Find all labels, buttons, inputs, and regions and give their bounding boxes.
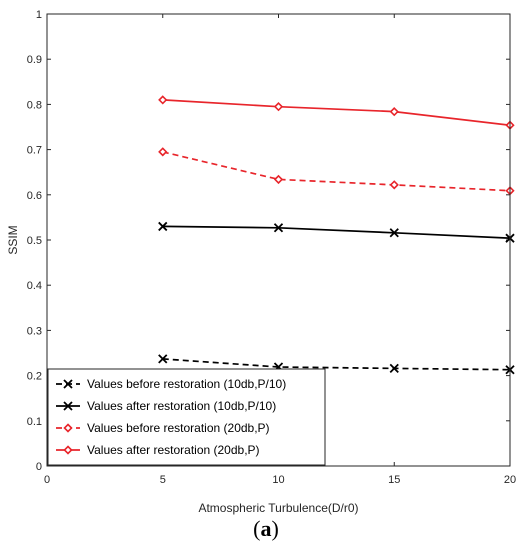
legend: Values before restoration (10db,P/10) Val…	[47, 368, 326, 466]
data-point-series-2	[158, 221, 168, 232]
legend-label-1: Values before restoration (10db,P/10)	[87, 377, 286, 391]
data-point-series-1	[389, 363, 399, 374]
data-point-series-4	[389, 107, 399, 117]
y-tick-label: 0.3	[27, 325, 42, 337]
x-tick-label: 20	[504, 474, 516, 486]
data-point-series-3	[158, 147, 168, 157]
y-tick-label: 1	[36, 9, 42, 21]
legend-items: Values before restoration (10db,P/10) Val…	[56, 377, 286, 457]
x-tick-label: 15	[388, 474, 400, 486]
caption-letter: a	[261, 516, 272, 541]
y-tick-label: 0.8	[27, 99, 42, 111]
caption-close-paren: )	[272, 516, 279, 541]
legend-label-3: Values before restoration (20db,P)	[87, 421, 270, 435]
legend-label-2: Values after restoration (10db,P/10)	[87, 399, 276, 413]
y-tick-label: 0	[36, 461, 42, 473]
data-point-series-2	[389, 228, 399, 238]
legend-label-4: Values after restoration (20db,P)	[87, 443, 260, 457]
series-line-3	[162, 151, 511, 192]
y-tick-label: 0.1	[27, 416, 42, 428]
y-tick-label: 0.2	[27, 371, 42, 383]
y-tick-label: 0.9	[27, 54, 42, 66]
y-tick-label: 0.4	[27, 280, 42, 292]
series-markers	[158, 95, 515, 375]
y-tick-label: 0.6	[27, 190, 42, 202]
data-point-series-4	[273, 102, 284, 112]
series-line-1	[162, 358, 511, 371]
caption-open-paren: (	[253, 516, 260, 541]
data-point-series-3	[273, 174, 284, 185]
legend-marker-2	[63, 401, 73, 411]
figure-caption: (a)	[253, 516, 279, 541]
series-line-4	[162, 99, 511, 127]
legend-marker-4	[63, 445, 73, 455]
y-tick-label: 0.5	[27, 235, 42, 247]
y-tick-label: 0.7	[27, 145, 42, 157]
y-axis-label: SSIM	[6, 225, 20, 254]
data-point-series-2	[273, 223, 284, 233]
plot-frame	[46, 13, 511, 467]
x-tick-label: 10	[272, 474, 284, 486]
series-lines	[162, 99, 511, 371]
x-tick-label: 0	[44, 474, 50, 486]
x-tick-label: 5	[160, 474, 166, 486]
axis-ticks: 00.10.20.30.40.50.60.70.80.910 5 10 15 20	[27, 9, 516, 486]
legend-marker-3	[63, 423, 73, 433]
series-line-2	[162, 225, 511, 240]
data-point-series-4	[158, 95, 168, 105]
legend-box	[47, 368, 326, 466]
data-point-series-1	[158, 354, 168, 364]
legend-marker-1	[63, 379, 73, 389]
data-point-series-3	[389, 180, 399, 190]
x-axis-label: Atmospheric Turbulence(D/r0)	[198, 501, 358, 515]
